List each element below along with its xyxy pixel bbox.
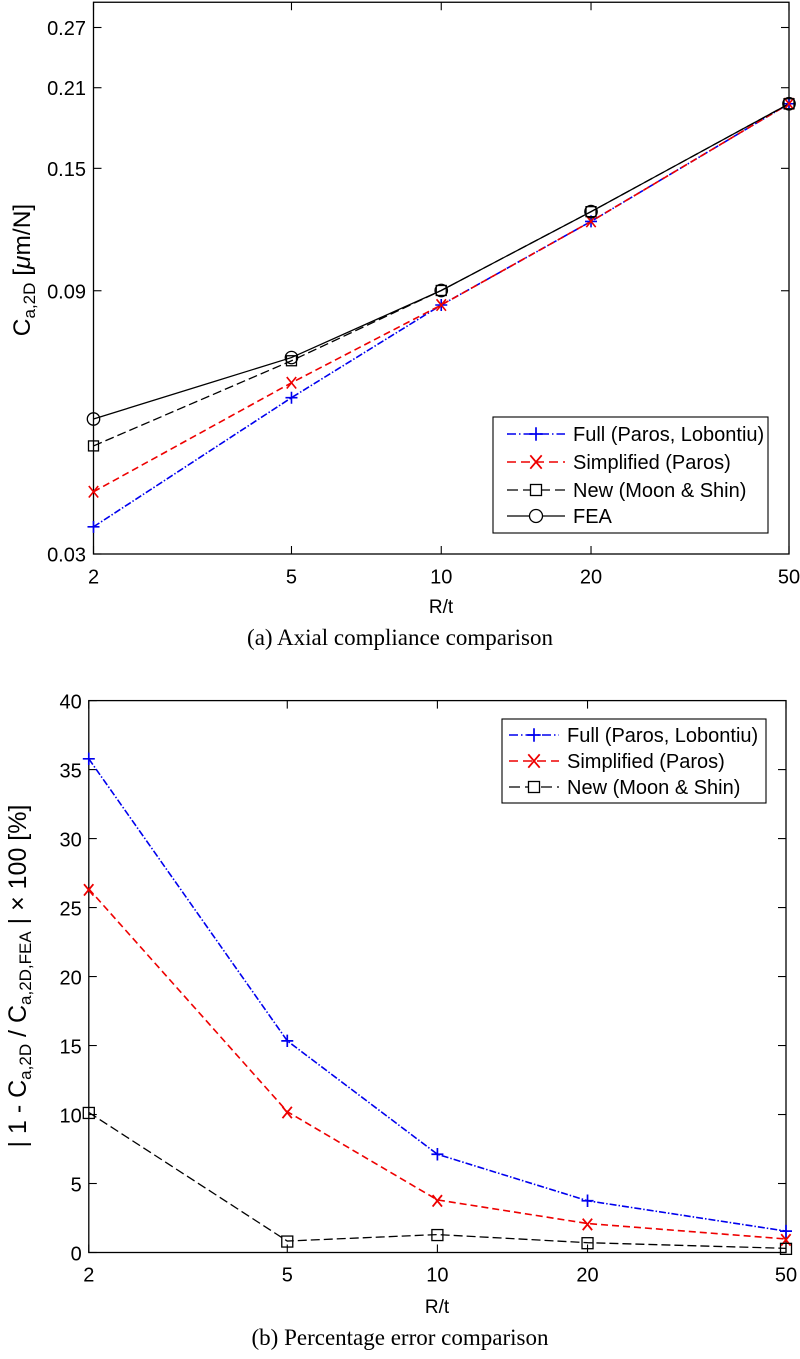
svg-text:30: 30	[60, 830, 82, 852]
svg-text:15: 15	[60, 1037, 82, 1059]
svg-text:20: 20	[580, 567, 602, 589]
svg-text:0.27: 0.27	[47, 18, 86, 40]
svg-text:0.03: 0.03	[47, 545, 86, 567]
svg-text:5: 5	[71, 1175, 82, 1197]
svg-text:Ca,2D [μm/N]: Ca,2D [μm/N]	[9, 204, 39, 336]
svg-text:5: 5	[286, 567, 297, 589]
svg-text:R/t: R/t	[425, 1297, 450, 1318]
svg-text:25: 25	[60, 899, 82, 921]
svg-text:Full (Paros, Lobontiu): Full (Paros, Lobontiu)	[573, 424, 764, 446]
svg-text:10: 10	[60, 1106, 82, 1128]
svg-text:Full (Paros, Lobontiu): Full (Paros, Lobontiu)	[567, 725, 758, 747]
svg-text:0.09: 0.09	[47, 281, 86, 303]
svg-text:2: 2	[88, 567, 99, 589]
svg-text:| 1 - Ca,2D / Ca,2D,FEA | × 10: | 1 - Ca,2D / Ca,2D,FEA | × 100 [%]	[4, 805, 35, 1148]
svg-text:0.15: 0.15	[47, 159, 86, 181]
svg-text:Simplified (Paros): Simplified (Paros)	[567, 751, 725, 773]
svg-text:35: 35	[60, 761, 82, 783]
svg-text:50: 50	[775, 1265, 797, 1287]
svg-text:0: 0	[71, 1244, 82, 1266]
svg-text:FEA: FEA	[573, 506, 613, 528]
svg-text:Simplified (Paros): Simplified (Paros)	[573, 452, 731, 474]
svg-text:10: 10	[426, 1265, 448, 1287]
svg-text:5: 5	[282, 1265, 293, 1287]
svg-text:20: 20	[576, 1265, 598, 1287]
svg-text:New (Moon & Shin): New (Moon & Shin)	[573, 480, 746, 502]
svg-text:20: 20	[60, 968, 82, 990]
svg-text:10: 10	[430, 567, 452, 589]
svg-text:New (Moon & Shin): New (Moon & Shin)	[567, 777, 740, 799]
svg-text:40: 40	[60, 692, 82, 714]
svg-text:2: 2	[83, 1265, 94, 1287]
svg-text:0.21: 0.21	[47, 78, 86, 100]
svg-text:R/t: R/t	[429, 597, 454, 618]
svg-text:50: 50	[778, 567, 800, 589]
